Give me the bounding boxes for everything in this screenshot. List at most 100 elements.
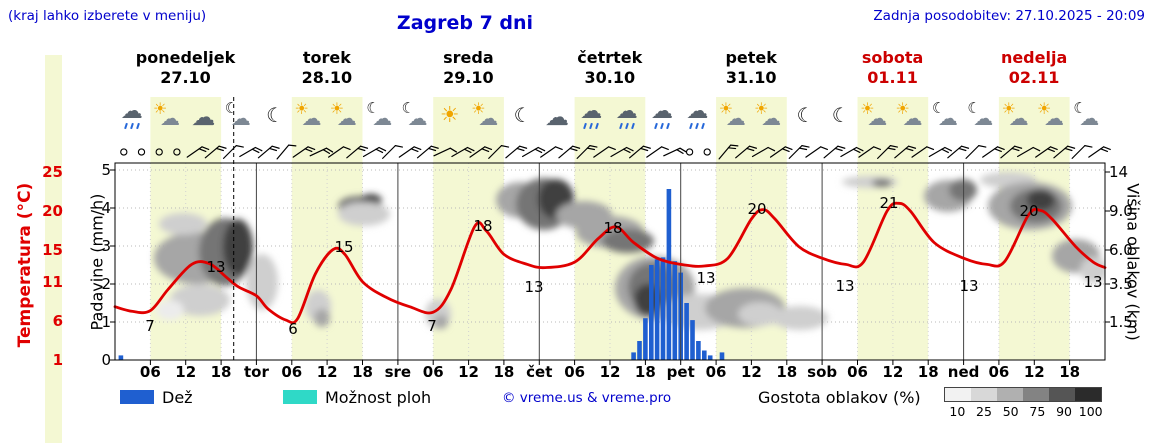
wind-barb: [239, 146, 263, 158]
moon-glyph: ☾: [366, 99, 380, 117]
precip-tick-label: 5: [101, 161, 111, 179]
day-date: 27.10: [160, 68, 211, 87]
temperature-value-label: 18: [603, 219, 622, 237]
last-update-label: Zadnja posodobitev: 27.10.2025 - 20:09: [873, 8, 1145, 24]
sun-glyph: ☀: [895, 99, 910, 118]
sun-cloud-icon: ☀ ☁: [859, 101, 891, 137]
sun-cloud-icon: ☀ ☁: [1036, 101, 1068, 137]
cloud-glyph: ☁: [301, 106, 322, 130]
wind-barb: [558, 145, 581, 159]
density-scale-value: 75: [1029, 404, 1046, 419]
density-scale-segment: [1049, 388, 1075, 401]
wind-barb: [911, 146, 935, 158]
cloud-icon: ☁: [541, 101, 573, 137]
moon-glyph: ☾: [796, 103, 815, 127]
cloud-blob: [338, 202, 390, 226]
moon-glyph: ☾: [224, 99, 239, 117]
calm-wind-circle: [137, 148, 146, 156]
wind-barb: [398, 146, 422, 158]
showers-legend-swatch: [283, 390, 317, 404]
temperature-value-label: 13: [835, 277, 854, 295]
time-axis-label: 06: [988, 363, 1010, 381]
rain-bar: [643, 318, 648, 360]
cloud-moon-icon: ☾ ☁: [1071, 101, 1103, 137]
wind-barb: [576, 145, 598, 159]
sun-cloud-icon: ☀ ☁: [294, 101, 326, 137]
precip-tick-label: 2: [101, 275, 111, 293]
temperature-tick-label: 11: [42, 273, 63, 291]
wind-barb: [204, 145, 227, 159]
day-name: petek: [725, 48, 777, 67]
wind-barb: [522, 146, 546, 158]
temperature-value-label: 20: [1019, 202, 1038, 220]
time-axis-label: 18: [776, 363, 798, 381]
cloud-height-tick-label: 3.5: [1109, 275, 1133, 293]
cloud-blob: [1080, 257, 1105, 283]
precip-tick-label: 4: [101, 199, 111, 217]
cloud-dark-glyph: ☁: [580, 99, 603, 124]
cloud-dark-glyph: ☁: [120, 99, 143, 124]
rain-bar: [707, 355, 713, 360]
calm-wind-circle: [173, 148, 181, 156]
cloud-glyph: ☁: [230, 106, 251, 130]
wind-barb: [593, 146, 616, 158]
cloud-glyph: ☁: [1008, 106, 1029, 130]
temperature-tick-label: 25: [42, 163, 63, 181]
wind-barb: [1071, 145, 1093, 159]
cloud-blob: [434, 315, 448, 329]
sun-glyph: ☀: [860, 99, 875, 118]
temperature-tick-label: 15: [42, 241, 63, 259]
cloud-rain-icon: ☁: [117, 101, 149, 137]
temperature-value-label: 18: [473, 217, 492, 235]
cloud-glyph: ☁: [160, 106, 180, 130]
cloud-dark-glyph: ☁: [686, 99, 709, 124]
wind-barb: [894, 145, 917, 159]
temperature-value-label: 13: [696, 269, 715, 287]
calm-wind-circle: [120, 148, 128, 156]
cloud-blob: [246, 254, 278, 310]
time-axis-label: 12: [882, 363, 904, 381]
copyright-link[interactable]: © vreme.us & vreme.pro: [502, 390, 672, 406]
raindrop-glyph: [666, 122, 670, 130]
day-header: nedelja 02.11: [964, 48, 1105, 88]
wind-barb: [982, 146, 1005, 158]
raindrop-glyph: [624, 122, 629, 130]
time-axis-label: 12: [175, 363, 197, 381]
moon-glyph: ☾: [266, 103, 285, 127]
wind-barb: [416, 145, 439, 159]
cloud-glyph: ☁: [725, 106, 746, 130]
wind-barb: [735, 145, 758, 159]
raindrop-glyph: [689, 122, 694, 130]
cloud-glyph: ☁: [1079, 106, 1100, 130]
wind-barb: [877, 145, 899, 159]
wind-barb: [433, 147, 458, 157]
calm-wind-circle: [703, 148, 711, 156]
temperature-value-label: 21: [879, 194, 898, 212]
time-axis-label: pet: [666, 363, 695, 381]
precip-tick-label: 3: [101, 237, 111, 255]
raindrop-glyph: [660, 122, 664, 130]
moon-icon: ☾: [789, 101, 821, 137]
cloud-glyph: ☁: [407, 106, 428, 130]
precip-tick-label: 0: [101, 351, 111, 369]
moon-glyph: ☾: [967, 99, 981, 117]
time-axis-label: 12: [740, 363, 762, 381]
day-date: 30.10: [584, 68, 636, 87]
density-scale-segment: [997, 388, 1023, 401]
calm-wind-circle: [155, 148, 163, 156]
wind-barb: [276, 144, 297, 160]
cloud-moon-icon: ☾ ☁: [930, 101, 962, 137]
moon-icon: ☾: [824, 101, 856, 137]
wind-barb: [1088, 146, 1111, 158]
sun-cloud-icon: ☀ ☁: [470, 101, 502, 137]
time-axis-label: 06: [564, 363, 586, 381]
time-axis-label: 18: [634, 363, 656, 381]
time-axis-label: 18: [917, 363, 939, 381]
rain-bar: [631, 352, 636, 360]
wind-barb: [610, 146, 634, 158]
temperature-value-label: 13: [1083, 273, 1102, 291]
cloud-dark-glyph: ☁: [651, 99, 673, 124]
wind-barb: [186, 146, 210, 158]
